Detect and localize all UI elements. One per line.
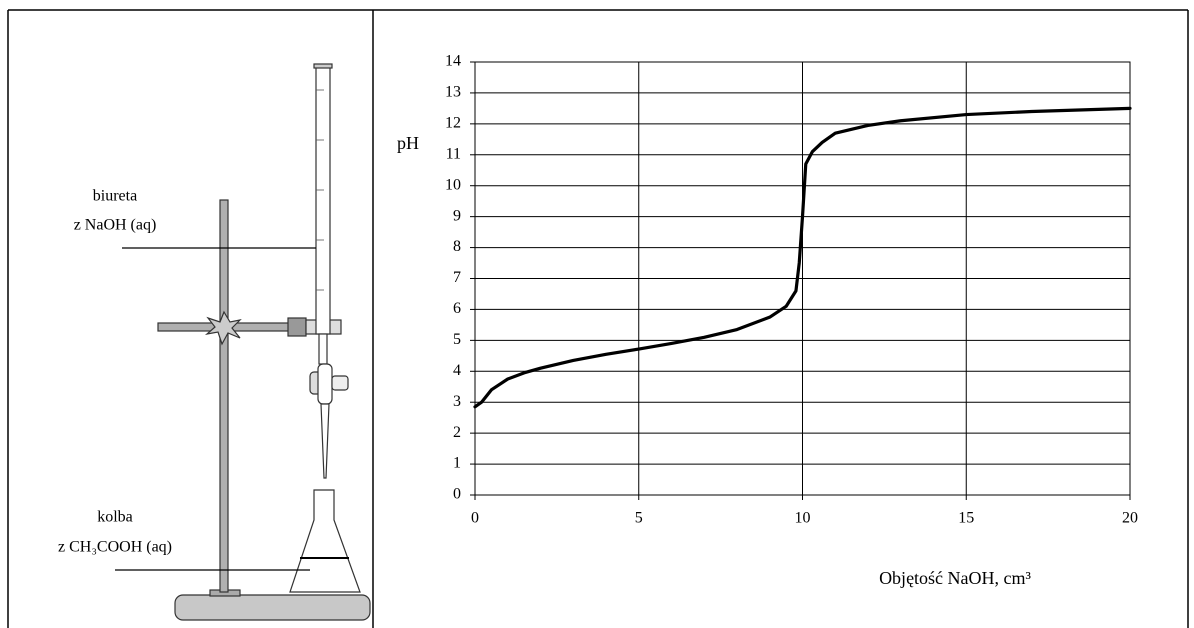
stopcock (317, 363, 333, 405)
x-tick-label: 20 (1122, 510, 1138, 527)
x-axis-title: Objętość NaOH, cm³ (879, 568, 1031, 588)
y-tick-label: 7 (453, 269, 461, 286)
x-tick-label: 5 (635, 510, 643, 527)
x-tick-label: 0 (471, 510, 479, 527)
y-tick-label: 13 (445, 84, 461, 101)
diagram-label: z CH₃COOH (aq) (58, 539, 172, 556)
titration-curve (473, 106, 1132, 409)
y-tick-label: 1 (453, 455, 461, 472)
y-tick-label: 8 (453, 238, 461, 255)
y-axis-title: pH (397, 133, 419, 153)
burette-rim (313, 63, 333, 69)
stopcock-key (331, 375, 349, 391)
y-tick-label: 0 (453, 486, 461, 503)
clamp (287, 317, 307, 337)
stand-base (174, 594, 371, 621)
y-tick-label: 6 (453, 300, 461, 317)
x-tick-label: 10 (795, 510, 811, 527)
frame (7, 9, 1189, 628)
diagram-label: kolba (97, 509, 133, 526)
burette (315, 65, 331, 335)
y-tick-label: 2 (453, 424, 461, 441)
x-tick-label: 15 (958, 510, 974, 527)
stand-rod (219, 199, 229, 593)
apparatus (157, 63, 371, 621)
burette-tip (320, 403, 330, 479)
diagram-label: z NaOH (aq) (74, 217, 157, 234)
y-tick-label: 11 (446, 145, 461, 162)
y-tick-label: 14 (445, 53, 461, 70)
y-tick-label: 5 (453, 331, 461, 348)
y-tick-label: 4 (453, 362, 461, 379)
apparatus-ticks (316, 89, 324, 291)
y-tick-label: 12 (445, 115, 461, 132)
burette-neck (318, 333, 328, 365)
boss-head (204, 310, 242, 346)
diagram-label: biureta (93, 188, 137, 205)
y-tick-label: 9 (453, 207, 461, 224)
y-tick-label: 3 (453, 393, 461, 410)
plot-border (474, 61, 1131, 496)
y-tick-label: 10 (445, 176, 461, 193)
flask (289, 489, 361, 593)
